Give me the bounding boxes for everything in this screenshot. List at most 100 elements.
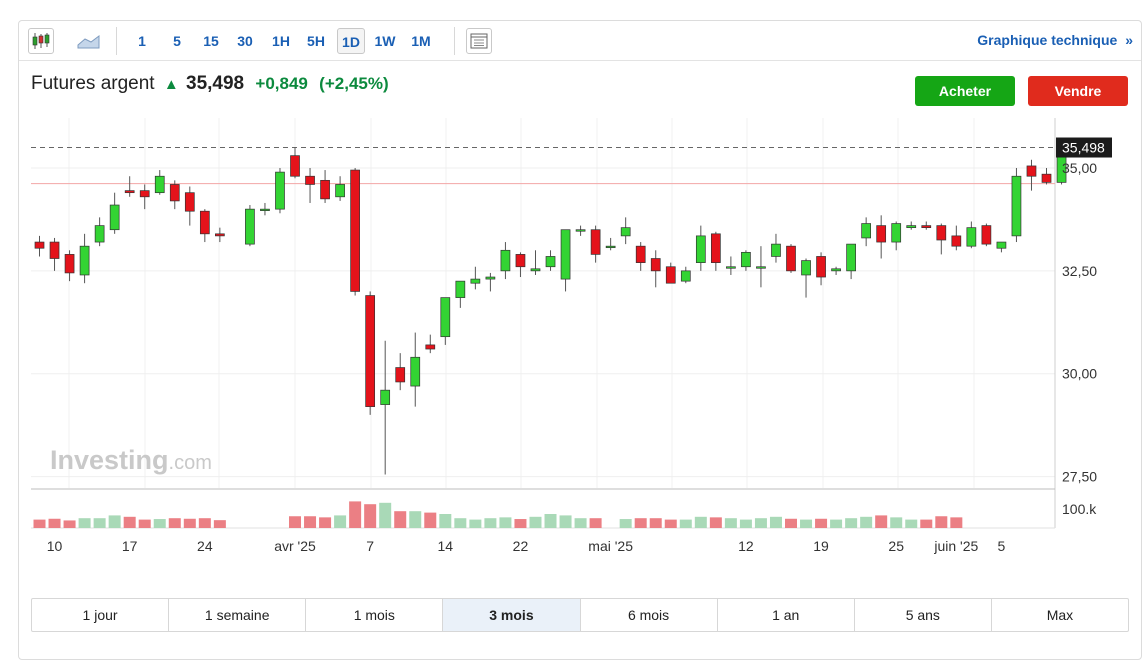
volume-bar [424,512,437,528]
range-tab-6-mois[interactable]: 6 mois [581,599,718,631]
technical-chart-link[interactable]: Graphique technique » [977,32,1133,48]
candle-body [215,233,225,237]
candle-body [109,204,120,231]
volume-bar [574,518,587,528]
candle-body [710,233,721,263]
timeframe-15[interactable]: 15 [203,33,219,49]
candle-body [320,179,330,200]
candlestick-icon[interactable] [28,28,54,54]
toolbar-divider [116,27,117,55]
candle-body [199,210,210,235]
y-tick-label: 27,50 [1062,469,1097,485]
current-price-tag [1056,137,1112,158]
candle-body [605,245,616,249]
candle-body [545,256,556,268]
volume-bar [168,518,181,528]
volume-bar [830,519,843,528]
volume-bar [183,518,196,528]
x-tick-label: avr '25 [274,538,316,554]
candle-body [891,223,902,243]
toolbar-divider [454,27,455,55]
candle-body [455,280,466,298]
candle-body [515,254,526,268]
volume-bar [304,516,317,528]
volume-bar [409,511,422,528]
volume-bar [379,502,392,528]
area-chart-icon[interactable] [76,28,102,54]
range-tab-1-semaine[interactable]: 1 semaine [169,599,307,631]
volume-bar [664,519,677,528]
x-tick-label: 12 [738,538,754,554]
candle-body [530,268,541,272]
candle-body [620,227,631,237]
candle-body [365,295,376,407]
candle-body [560,229,571,280]
candle-body [245,208,255,245]
buy-button[interactable]: Acheter [915,76,1015,106]
x-tick-label: juin '25 [933,538,978,554]
candle-body [154,175,165,194]
candle-body [49,241,60,259]
timeframe-5h[interactable]: 5H [307,33,325,49]
volume-bar [634,518,647,528]
up-arrow-icon: ▲ [163,75,179,93]
timeframe-1d[interactable]: 1D [337,28,365,54]
candle-body [34,241,45,249]
volume-bar [905,519,918,528]
x-tick-label: 25 [888,538,904,554]
volume-bar [529,516,542,528]
timeframe-5[interactable]: 5 [173,33,181,49]
volume-bar [138,519,151,528]
volume-bar [800,519,813,528]
y-tick-label: 35,00 [1062,160,1097,176]
x-tick-label: 10 [47,538,63,554]
layout-icon[interactable] [466,28,492,54]
candle-body [139,190,150,198]
volume-bar [694,516,707,528]
volume-bar [935,516,948,528]
current-price-tag-label: 35,498 [1062,140,1105,156]
candle-body [425,344,436,350]
volume-bar [349,501,362,528]
candle-body [951,235,962,247]
timeframe-1m[interactable]: 1M [411,33,431,49]
x-tick-label: 19 [813,538,829,554]
candle-body [981,225,992,245]
volume-bar [709,517,722,528]
volume-bar [364,504,377,528]
range-tab-3-mois[interactable]: 3 mois [443,599,581,631]
volume-bar [48,518,61,528]
volume-bar [890,517,903,528]
instrument-header: Futures argent ▲ 35,498 +0,849 (+2,45%) [31,73,389,99]
range-tab-1-jour[interactable]: 1 jour [32,599,170,631]
volume-bar [78,518,91,528]
sell-button[interactable]: Vendre [1028,76,1128,106]
candle-body [1041,173,1052,183]
range-tab-1-mois[interactable]: 1 mois [306,599,444,631]
volume-bar [198,518,211,528]
volume-bar [153,519,166,528]
candle-body [290,155,300,177]
timeframe-1h[interactable]: 1H [272,33,290,49]
timeframe-30[interactable]: 30 [237,33,253,49]
volume-bar [619,519,632,528]
x-tick-label: 7 [366,538,374,554]
timeframe-1w[interactable]: 1W [374,33,396,49]
range-tab-max[interactable]: Max [1046,607,1074,623]
candle-body [936,225,947,241]
range-tab-1-an[interactable]: 1 an [718,599,855,631]
volume-bar [439,514,452,528]
range-tab-5-ans[interactable]: 5 ans [855,599,992,631]
candle-body [801,260,811,276]
volume-bar [484,518,497,528]
instrument-price: 35,498 [186,73,245,94]
volume-bar [213,520,226,528]
candle-body [831,268,841,272]
volume-bar [319,517,332,528]
timeframe-1[interactable]: 1 [138,33,146,49]
candle-body [741,251,751,268]
candle-body [650,258,661,272]
candle-body [680,270,691,282]
candle-body [876,225,887,243]
volume-bar [544,514,557,528]
